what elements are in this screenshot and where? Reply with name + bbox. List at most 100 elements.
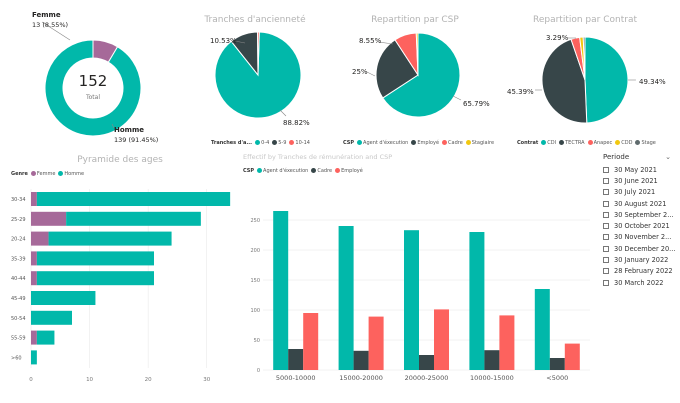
bar-employ--1[interactable] <box>368 316 384 370</box>
legend-item-anapec[interactable]: Anapec <box>587 140 612 146</box>
slicer-item-label: 30 August 2021 <box>614 199 667 208</box>
legend-item-agent-execution[interactable]: Agent d'éxecution <box>257 168 308 174</box>
bar-homme-5054[interactable] <box>31 310 72 325</box>
checkbox-icon[interactable] <box>603 200 609 207</box>
slicer-item[interactable]: 28 February 2022 <box>603 266 675 277</box>
bar-homme-3034[interactable] <box>36 192 231 206</box>
csp-legend-title: CSP <box>343 140 355 146</box>
bar-homme-60[interactable] <box>31 350 37 365</box>
legend-item-employe[interactable]: Employé <box>335 168 363 174</box>
x-tick-label: 20000-25000 <box>405 374 449 382</box>
slice-agent-d-xecution[interactable] <box>382 32 461 118</box>
slicer-item[interactable]: 30 November 2... <box>603 232 675 243</box>
pyramide-chart-title: Pyramide des ages <box>77 155 163 165</box>
y-tick-label: 35-39 <box>11 256 26 262</box>
checkbox-icon[interactable] <box>603 177 609 184</box>
bar-femme-3034[interactable] <box>31 192 37 206</box>
effectif-bar-chart: 0 50 100 150 200 250 5000-10000 15000-20000 2000… <box>250 211 590 382</box>
slice-stage[interactable] <box>582 36 586 81</box>
bar-femme-2024[interactable] <box>31 231 49 246</box>
bar-employ--4[interactable] <box>564 343 580 370</box>
y-tick-label: >60 <box>11 355 22 361</box>
legend-marker-icon <box>335 168 341 173</box>
slicer-item[interactable]: 30 June 2021 <box>603 175 675 186</box>
bar-employ--2[interactable] <box>434 309 449 370</box>
bar-cadre-3[interactable] <box>484 350 500 370</box>
checkbox-icon[interactable] <box>603 268 609 275</box>
slicer-item-label: 30 March 2022 <box>614 278 664 287</box>
bar-agent-d-xecution-0[interactable] <box>273 211 289 370</box>
legend-item-homme[interactable]: Homme <box>58 171 84 177</box>
legend-item-femme[interactable]: Femme <box>30 171 55 177</box>
bar-agent-d-xecution-2[interactable] <box>404 230 419 370</box>
bar-homme-5559[interactable] <box>36 330 55 345</box>
y-tick-label: 55-59 <box>11 336 26 342</box>
femme-leader-line <box>41 21 71 41</box>
contrat-legend: Contrat CDI TECTRA Anapec CDD Stage <box>517 140 656 146</box>
bar-employ--0[interactable] <box>303 313 319 370</box>
checkbox-icon[interactable] <box>603 257 609 264</box>
legend-item-stage[interactable]: Stage <box>635 140 656 146</box>
slicer-item[interactable]: 30 September 2... <box>603 209 675 220</box>
bar-femme-2529[interactable] <box>31 211 67 226</box>
slicer-item[interactable]: 30 October 2021 <box>603 220 675 231</box>
homme-value: 139 (91.45%) <box>114 136 158 144</box>
checkbox-icon[interactable] <box>603 189 609 196</box>
slice-stagiaire[interactable] <box>415 32 419 76</box>
slice-0-4[interactable] <box>214 31 302 119</box>
slice-10-14[interactable] <box>257 31 260 76</box>
slicer-item[interactable]: 30 August 2021 <box>603 198 675 209</box>
bar-femme-5559[interactable] <box>31 330 37 345</box>
periode-slicer-header[interactable]: Periode ⌄ <box>603 153 675 161</box>
legend-item-tectra[interactable]: TECTRA <box>559 140 585 146</box>
checkbox-icon[interactable] <box>603 245 609 252</box>
bar-homme-3539[interactable] <box>36 251 154 266</box>
slice-cdi[interactable] <box>584 36 629 124</box>
legend-item-10-14[interactable]: 10-14 <box>289 140 310 146</box>
slicer-item-label: 30 May 2021 <box>614 165 657 174</box>
slicer-item[interactable]: 30 May 2021 <box>603 164 675 175</box>
legend-item-agent[interactable]: Agent d'éxecution <box>357 140 408 146</box>
checkbox-icon[interactable] <box>603 166 609 173</box>
legend-item-stagiaire[interactable]: Stagiaire <box>465 140 494 146</box>
slicer-item[interactable]: 30 July 2021 <box>603 187 675 198</box>
slicer-item[interactable]: 30 January 2022 <box>603 254 675 265</box>
slicer-item[interactable]: 30 March 2022 <box>603 277 675 288</box>
legend-marker-icon <box>311 168 317 173</box>
legend-item-5-9[interactable]: 5-9 <box>272 140 286 146</box>
anciennete-leader-small <box>234 40 246 44</box>
legend-item-employe[interactable]: Employé <box>411 140 439 146</box>
bar-cadre-4[interactable] <box>549 358 565 370</box>
bar-homme-4044[interactable] <box>36 271 154 286</box>
anciennete-legend: Tranches d'a... 0-4 5-9 10-14 <box>211 140 310 146</box>
bar-homme-2024[interactable] <box>48 231 172 246</box>
bar-agent-d-xecution-4[interactable] <box>534 289 550 370</box>
legend-item-cdd[interactable]: CDD <box>615 140 632 146</box>
slicer-item[interactable]: 30 December 20... <box>603 243 675 254</box>
effectif-chart-title: Effectif by Tranches de rémunération and… <box>243 153 393 161</box>
bar-employ--3[interactable] <box>499 315 515 370</box>
bar-homme-2529[interactable] <box>66 211 201 226</box>
legend-item-cadre[interactable]: Cadre <box>442 140 463 146</box>
slice-tectra[interactable] <box>541 38 588 124</box>
bar-cadre-0[interactable] <box>288 349 304 370</box>
checkbox-icon[interactable] <box>603 279 609 286</box>
legend-item-cadre[interactable]: Cadre <box>311 168 332 174</box>
bar-homme-4549[interactable] <box>31 291 96 305</box>
legend-item-0-4[interactable]: 0-4 <box>255 140 269 146</box>
y-tick-label: 150 <box>250 278 260 284</box>
bar-femme-3539[interactable] <box>31 251 37 266</box>
checkbox-icon[interactable] <box>603 211 609 218</box>
slice-homme[interactable] <box>44 39 142 137</box>
chevron-down-icon[interactable]: ⌄ <box>665 153 671 161</box>
bar-cadre-1[interactable] <box>353 350 369 370</box>
slice-employ-[interactable] <box>375 39 419 99</box>
bar-agent-d-xecution-1[interactable] <box>338 226 354 370</box>
bar-cadre-2[interactable] <box>419 355 434 370</box>
legend-marker-icon <box>255 140 261 145</box>
legend-item-cdi[interactable]: CDI <box>541 140 556 146</box>
checkbox-icon[interactable] <box>603 223 609 230</box>
checkbox-icon[interactable] <box>603 234 609 241</box>
bar-femme-4044[interactable] <box>31 271 37 286</box>
bar-agent-d-xecution-3[interactable] <box>469 232 485 370</box>
